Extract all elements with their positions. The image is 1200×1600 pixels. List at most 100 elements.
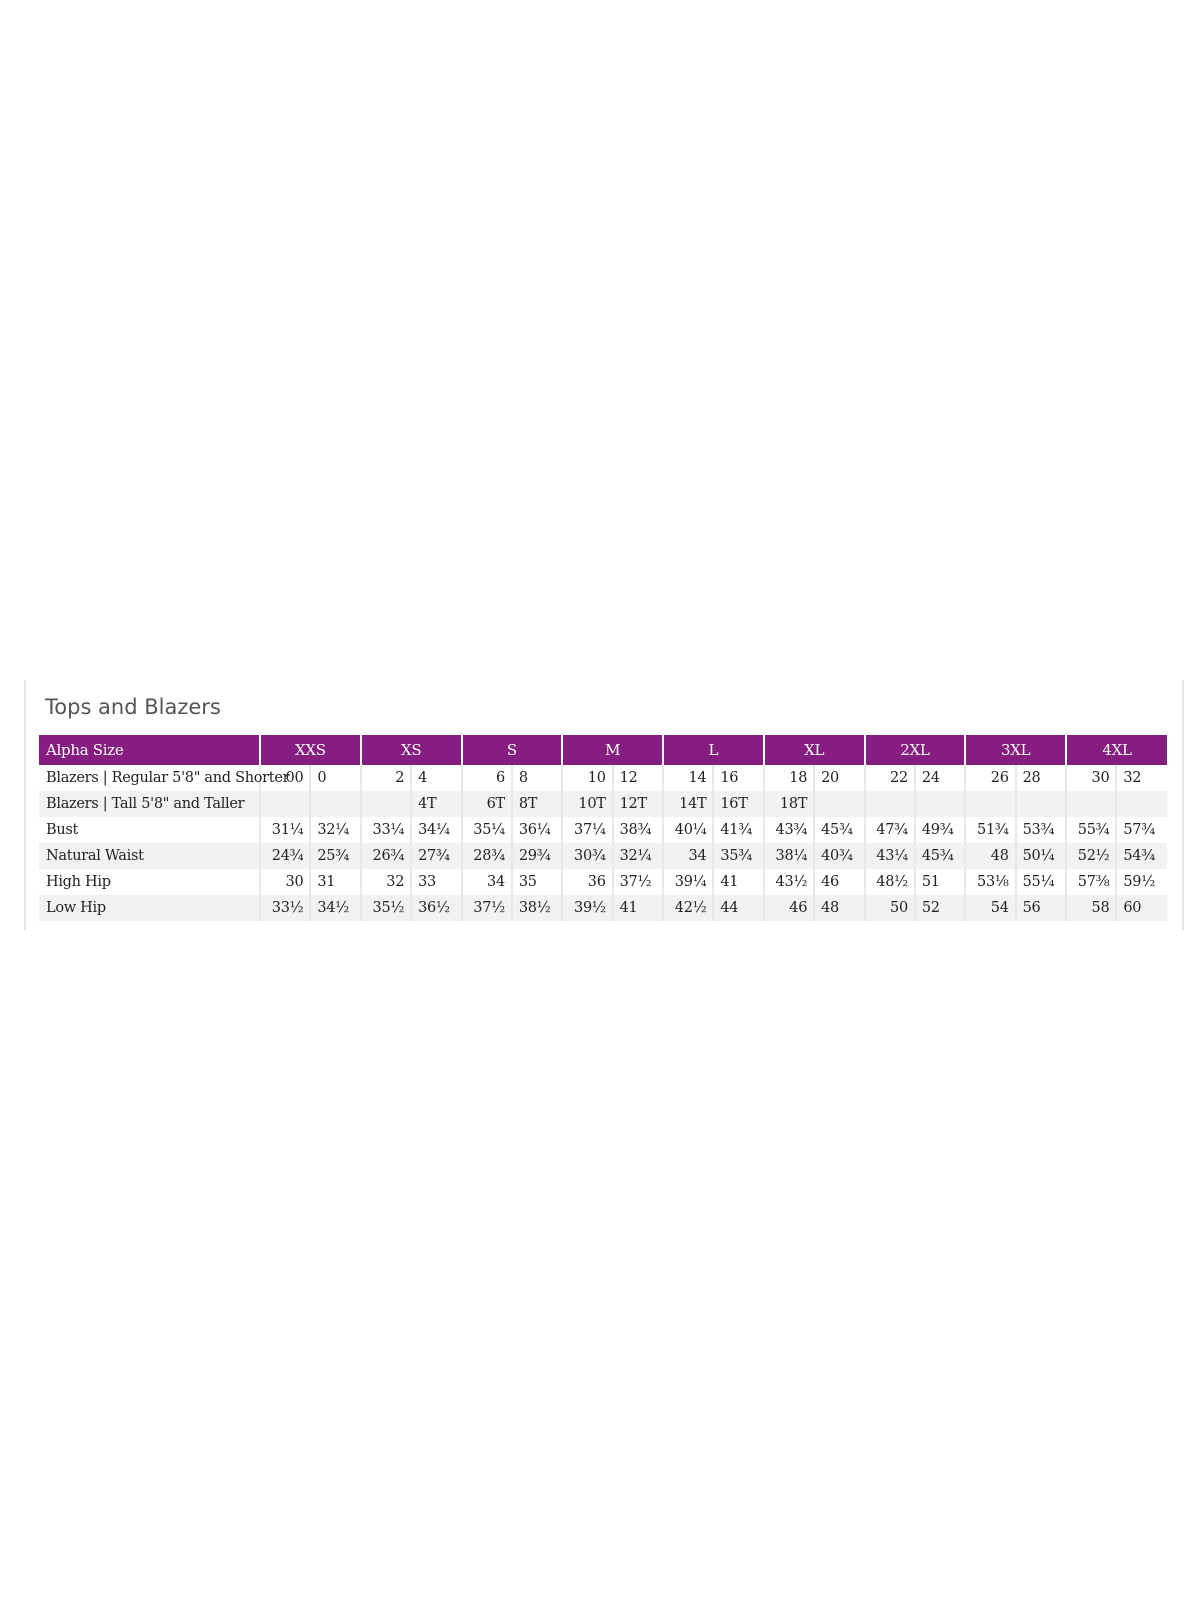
table-cell: 35½ <box>359 895 412 921</box>
table-cell: 34 <box>460 869 512 895</box>
table-cell <box>964 791 1016 817</box>
table-cell: 4 <box>410 765 462 791</box>
table-cell: 49¾ <box>913 817 966 843</box>
table-row: Blazers | Tall 5'8" and Taller 4T 6T 8T 10T 1… <box>39 791 1167 817</box>
table-cell <box>1115 791 1167 817</box>
table-cell: 6 <box>460 765 512 791</box>
size-header-2xl: 2XL <box>863 735 966 765</box>
table-cell: 8 <box>510 765 563 791</box>
table-cell <box>309 791 361 817</box>
table-cell: 40¼ <box>661 817 714 843</box>
table-cell: 43½ <box>762 869 815 895</box>
size-header-xxs: XXS <box>259 735 361 765</box>
table-cell: 46 <box>762 895 815 921</box>
table-cell: 39¼ <box>661 869 714 895</box>
table-cell: 53¾ <box>1014 817 1066 843</box>
size-header-l: L <box>662 735 764 765</box>
table-cell: 36¼ <box>510 817 563 843</box>
header-row: Alpha Size XXS XS S M L XL 2XL 3XL 4XL <box>39 735 1167 765</box>
table-cell: 40¾ <box>813 843 865 869</box>
table-cell: 41 <box>712 869 764 895</box>
row-label: Blazers | Regular 5'8" and Shorter <box>46 770 290 786</box>
table-cell: 34½ <box>309 895 361 921</box>
table-cell: 43¼ <box>863 843 915 869</box>
table-cell <box>813 791 865 817</box>
table-cell: 55¼ <box>1014 869 1066 895</box>
table-cell: 33¼ <box>359 817 412 843</box>
table-cell: 32 <box>359 869 412 895</box>
table-cell: 28 <box>1014 765 1066 791</box>
table-cell: 48½ <box>863 869 915 895</box>
table-cell: 58 <box>1064 895 1117 921</box>
table-cell: 41 <box>611 895 663 921</box>
table-cell <box>1014 791 1066 817</box>
table-cell: 35¼ <box>460 817 512 843</box>
table-cell: 59½ <box>1115 869 1167 895</box>
table-row: Natural Waist 24¾ 25¾ 26¾ 27¾ 28¾ 29¾ 30¾ 32¼ 34 3… <box>39 843 1167 869</box>
table-cell: 12 <box>611 765 663 791</box>
table-cell: 53⅛ <box>964 869 1016 895</box>
table-cell: 16 <box>712 765 764 791</box>
table-cell: 29¾ <box>510 843 563 869</box>
table-cell: 31¼ <box>258 817 311 843</box>
table-cell: 20 <box>813 765 865 791</box>
table-cell: 44 <box>712 895 764 921</box>
table-cell: 30¾ <box>561 843 613 869</box>
table-cell: 36½ <box>410 895 462 921</box>
table-cell: 39½ <box>561 895 613 921</box>
size-header-xl: XL <box>762 735 865 765</box>
table-cell: 42½ <box>661 895 714 921</box>
table-cell: 33 <box>410 869 462 895</box>
table-cell: 37½ <box>460 895 512 921</box>
table-cell: 51 <box>913 869 966 895</box>
table-cell: 60 <box>1115 895 1167 921</box>
table-cell: 46 <box>813 869 865 895</box>
table-cell: 34¼ <box>410 817 462 843</box>
table-cell: 34 <box>661 843 714 869</box>
table-row: Low Hip 33½ 34½ 35½ 36½ 37½ 38½ 39½ 41 42½ 44 46 48 5… <box>39 895 1167 921</box>
table-cell: 26¾ <box>359 843 412 869</box>
table-cell: 14 <box>661 765 714 791</box>
table-cell: 33½ <box>258 895 311 921</box>
row-label: Natural Waist <box>39 843 260 869</box>
table-cell: 48 <box>813 895 865 921</box>
table-cell: 18 <box>762 765 815 791</box>
table-cell: 18T <box>762 791 815 817</box>
table-cell: 52 <box>913 895 966 921</box>
table-cell: 12T <box>611 791 663 817</box>
table-cell: 37¼ <box>561 817 613 843</box>
header-label: Alpha Size <box>39 735 260 765</box>
table-cell: 38½ <box>510 895 563 921</box>
table-cell <box>258 791 311 817</box>
table-cell: 24¾ <box>258 843 311 869</box>
table-cell: 16T <box>712 791 764 817</box>
table-cell: 37½ <box>611 869 663 895</box>
table-cell: 56 <box>1014 895 1066 921</box>
table-cell: 14T <box>661 791 714 817</box>
size-header-s: S <box>460 735 563 765</box>
table-cell: 38¾ <box>611 817 663 843</box>
table-cell: 0 <box>309 765 361 791</box>
table-cell: 10T <box>561 791 613 817</box>
page-title: Tops and Blazers <box>45 695 221 719</box>
table-cell: 50 <box>863 895 915 921</box>
table-cell: 6T <box>460 791 512 817</box>
table-cell: 54 <box>964 895 1016 921</box>
table-cell: 26 <box>964 765 1016 791</box>
table-cell: 24 <box>913 765 966 791</box>
row-label: Low Hip <box>39 895 260 921</box>
table-cell: 32¼ <box>309 817 361 843</box>
table-cell: 4T <box>410 791 462 817</box>
table-cell: 41¾ <box>712 817 764 843</box>
table-cell: 35 <box>510 869 563 895</box>
table-cell <box>863 791 915 817</box>
table-cell: 32¼ <box>611 843 663 869</box>
table-cell: 51¾ <box>964 817 1016 843</box>
table-cell: 48 <box>964 843 1016 869</box>
table-cell: 43¾ <box>762 817 815 843</box>
table-row: High Hip 30 31 32 33 34 35 36 37½ 39¼ 41 43½ 46 48½ 51… <box>39 869 1167 895</box>
row-label: High Hip <box>46 874 111 890</box>
table-cell: 36 <box>561 869 613 895</box>
size-header-xs: XS <box>359 735 462 765</box>
row-label: Bust <box>46 822 79 838</box>
